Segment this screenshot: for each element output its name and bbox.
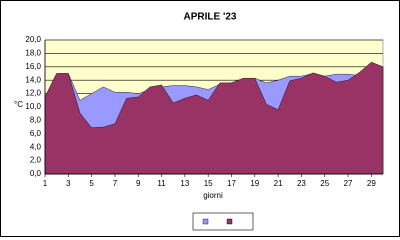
legend-swatch	[202, 218, 209, 225]
x-tick-label: 17	[227, 179, 236, 188]
x-tick-label: 15	[204, 179, 213, 188]
x-tick-label: 27	[344, 179, 353, 188]
y-axis-label: °C	[14, 100, 23, 109]
x-tick-label: 11	[157, 179, 166, 188]
y-tick-label: 2,0	[30, 156, 42, 165]
x-tick-label: 5	[89, 179, 94, 188]
x-tick-label: 23	[297, 179, 306, 188]
x-tick-label: 7	[113, 179, 118, 188]
y-tick-label: 12,0	[25, 89, 41, 98]
x-tick-label: 21	[274, 179, 283, 188]
y-tick-label: 18,0	[25, 49, 41, 58]
legend	[192, 212, 254, 231]
x-tick-label: 19	[250, 179, 259, 188]
x-tick-label: 29	[367, 179, 376, 188]
y-tick-label: 6,0	[30, 129, 42, 138]
x-tick-label: 13	[180, 179, 189, 188]
x-tick-label: 3	[66, 179, 71, 188]
x-tick-label: 9	[136, 179, 141, 188]
x-axis-label: giorni	[203, 191, 223, 200]
y-tick-label: 10,0	[25, 102, 41, 111]
y-tick-label: 16,0	[25, 62, 41, 71]
x-tick-label: 25	[320, 179, 329, 188]
y-tick-label: 14,0	[25, 75, 41, 84]
y-tick-label: 8,0	[30, 116, 42, 125]
area	[44, 61, 384, 175]
y-tick-label: 4,0	[30, 142, 42, 151]
chart-title: APRILE '23	[184, 12, 237, 23]
x-tick-label: 1	[43, 179, 48, 188]
y-tick-label: 20,0	[25, 35, 41, 44]
legend-swatch	[226, 218, 233, 225]
y-tick-label: 0,0	[30, 169, 42, 178]
